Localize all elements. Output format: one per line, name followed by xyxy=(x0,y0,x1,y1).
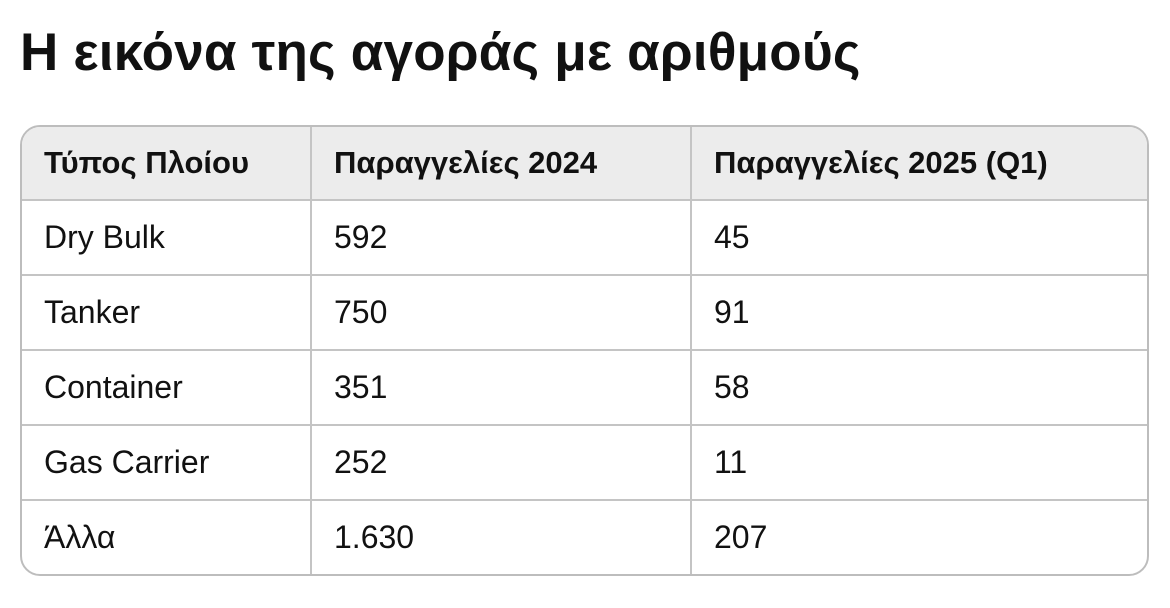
table-cell: 207 xyxy=(714,519,768,555)
table-cell: 1.630 xyxy=(311,500,692,574)
table-cell: 91 xyxy=(691,275,1147,351)
table-cell: 252 xyxy=(311,425,692,501)
table-cell: Άλλα xyxy=(22,500,312,574)
table-row: Container 351 58 xyxy=(22,350,1147,426)
page-title: Η εικόνα της αγοράς με αριθμούς xyxy=(20,23,861,82)
table-cell: 750 xyxy=(311,275,692,351)
table-row: Tanker 750 91 xyxy=(22,275,1147,351)
table-cell: Dry Bulk xyxy=(22,200,312,276)
column-header-ship-type: Τύπος Πλοίου xyxy=(22,127,312,201)
table-cell: 351 xyxy=(311,350,692,426)
table-cell: Container xyxy=(22,350,312,426)
table-cell: 592 xyxy=(311,200,692,276)
table-cell: Tanker xyxy=(22,275,312,351)
column-header-orders-2025-q1: Παραγγελίες 2025 (Q1) xyxy=(691,127,1147,201)
table-cell: 11 xyxy=(691,425,1147,501)
orders-table: Τύπος Πλοίου Παραγγελίες 2024 Παραγγελίε… xyxy=(20,125,1149,576)
table-row: Dry Bulk 592 45 xyxy=(22,200,1147,276)
table-cell: Gas Carrier xyxy=(22,425,312,501)
table-cell: 45 xyxy=(691,200,1147,276)
table-cell: 58 xyxy=(691,350,1147,426)
table-row: Gas Carrier 252 11 xyxy=(22,425,1147,501)
table-header-row: Τύπος Πλοίου Παραγγελίες 2024 Παραγγελίε… xyxy=(22,127,1147,201)
table-row: Άλλα 1.630 207 xyxy=(22,500,1147,574)
column-header-orders-2024: Παραγγελίες 2024 xyxy=(311,127,692,201)
